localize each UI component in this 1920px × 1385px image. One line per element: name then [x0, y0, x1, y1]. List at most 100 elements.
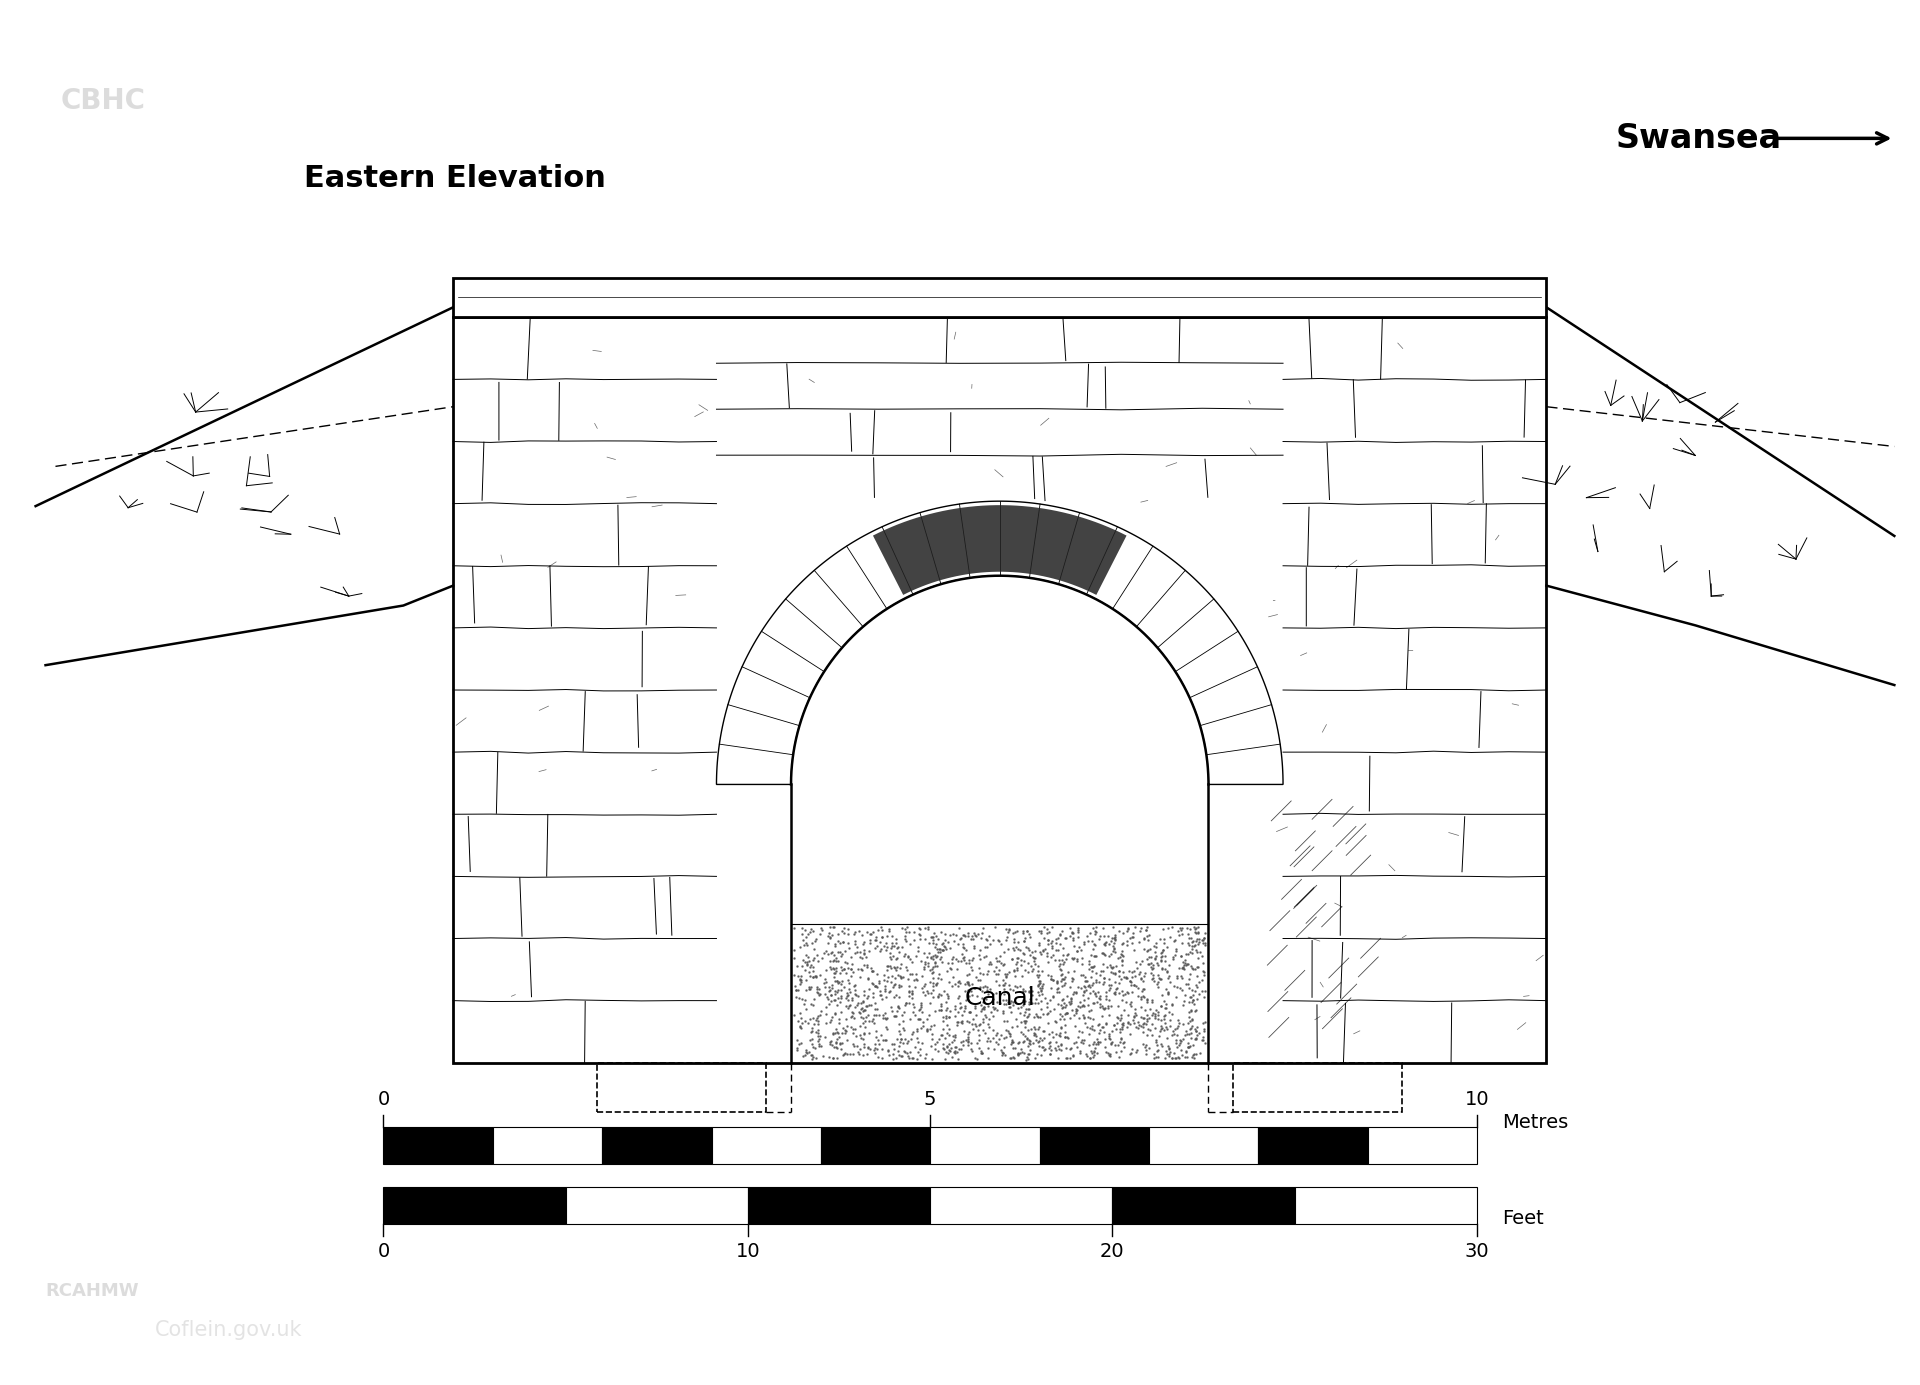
Point [804, 964, 835, 986]
Point [1173, 968, 1204, 990]
Point [1183, 1024, 1213, 1046]
Point [1148, 932, 1179, 954]
Point [1096, 961, 1127, 983]
Point [931, 1022, 962, 1044]
Point [931, 1036, 962, 1058]
Point [1035, 932, 1066, 954]
Point [1164, 957, 1194, 979]
Point [1052, 1026, 1083, 1048]
Point [979, 917, 1010, 939]
Point [945, 997, 975, 1019]
Point [1152, 1035, 1183, 1057]
Point [1018, 950, 1048, 972]
Point [1106, 1014, 1137, 1036]
Point [1069, 975, 1100, 997]
Point [1167, 932, 1198, 954]
Point [970, 996, 1000, 1018]
Point [1108, 1032, 1139, 1054]
Point [1123, 985, 1154, 1007]
Point [960, 924, 991, 946]
Point [922, 972, 952, 994]
Point [1162, 939, 1192, 961]
Point [852, 985, 883, 1007]
Point [916, 1015, 947, 1037]
Point [839, 974, 870, 996]
Point [793, 924, 824, 946]
Point [958, 921, 989, 943]
Point [843, 920, 874, 942]
Point [1068, 1004, 1098, 1026]
Point [1081, 917, 1112, 939]
Point [816, 1035, 847, 1057]
Point [1077, 1018, 1108, 1040]
Point [1041, 939, 1071, 961]
Point [870, 932, 900, 954]
Point [820, 965, 851, 988]
Point [1183, 915, 1213, 938]
Point [860, 929, 891, 951]
Point [1187, 945, 1217, 967]
Point [941, 958, 972, 981]
Point [931, 1007, 962, 1029]
Point [877, 956, 908, 978]
Point [1146, 950, 1177, 972]
Point [1114, 1011, 1144, 1033]
Point [1014, 1003, 1044, 1025]
Point [1056, 922, 1087, 945]
Point [966, 986, 996, 1008]
Point [1071, 971, 1102, 993]
Point [945, 1030, 975, 1053]
Point [868, 964, 899, 986]
Point [806, 1000, 837, 1022]
Point [1104, 960, 1135, 982]
Point [1044, 1022, 1075, 1044]
Point [872, 971, 902, 993]
Point [1131, 992, 1162, 1014]
Point [1008, 981, 1039, 1003]
Point [883, 975, 914, 997]
Point [812, 986, 843, 1008]
Point [872, 1017, 902, 1039]
Point [864, 1029, 895, 1051]
Point [1023, 933, 1054, 956]
Point [902, 1018, 933, 1040]
Point [793, 976, 824, 999]
Point [1137, 1012, 1167, 1035]
Point [866, 927, 897, 949]
Point [824, 1012, 854, 1035]
Point [1062, 921, 1092, 943]
Point [1167, 951, 1198, 974]
Point [1158, 1024, 1188, 1046]
Point [829, 1019, 860, 1042]
Point [818, 943, 849, 965]
Point [1187, 960, 1217, 982]
Point [883, 1019, 914, 1042]
Point [897, 986, 927, 1008]
Point [828, 931, 858, 953]
Point [849, 954, 879, 976]
Point [860, 999, 891, 1021]
Point [1098, 917, 1129, 939]
Point [1027, 978, 1058, 1000]
Point [874, 920, 904, 942]
Point [1035, 921, 1066, 943]
Point [968, 917, 998, 939]
Point [958, 976, 989, 999]
Point [1037, 1039, 1068, 1061]
Point [897, 1047, 927, 1069]
Point [858, 1004, 889, 1026]
Point [1068, 1029, 1098, 1051]
Point [995, 1024, 1025, 1046]
Point [851, 946, 881, 968]
Point [783, 986, 814, 1008]
Point [1129, 1007, 1160, 1029]
Point [803, 1029, 833, 1051]
Point [1079, 992, 1110, 1014]
Point [820, 1018, 851, 1040]
Point [854, 1037, 885, 1060]
Point [824, 1022, 854, 1044]
Point [1160, 1047, 1190, 1069]
Point [787, 917, 818, 939]
Point [1002, 946, 1033, 968]
Point [1012, 920, 1043, 942]
